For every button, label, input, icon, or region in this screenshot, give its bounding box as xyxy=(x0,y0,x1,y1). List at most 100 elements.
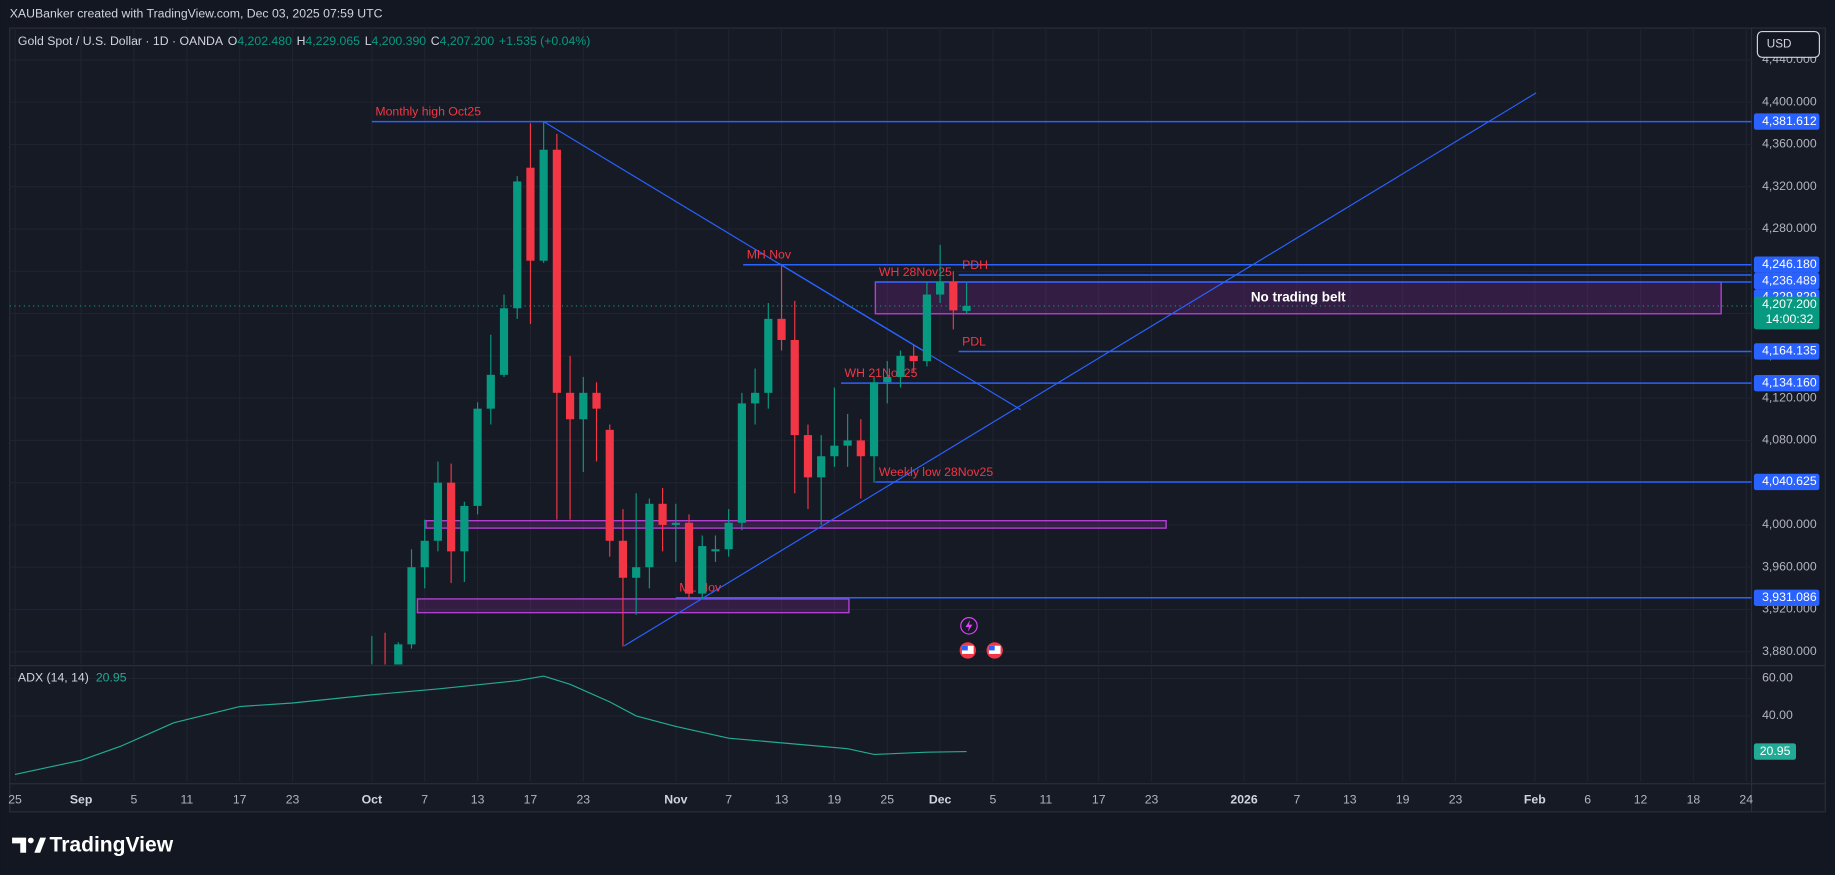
candle-body xyxy=(473,408,482,506)
currency-label[interactable]: USD xyxy=(1767,38,1792,51)
candle-body xyxy=(843,440,852,446)
candle-body xyxy=(407,567,416,645)
ohlc-key: O xyxy=(228,34,238,48)
trendline xyxy=(778,262,925,352)
candle-body xyxy=(618,540,628,578)
candle-body xyxy=(856,440,865,457)
candle-body xyxy=(803,435,813,478)
x-tick-label: 17 xyxy=(524,792,538,806)
adx-tag-label: 20.95 xyxy=(1760,744,1791,758)
candle-body xyxy=(764,318,773,393)
candle-body xyxy=(790,339,799,436)
candle-body xyxy=(552,149,561,393)
brand-logo: TradingView xyxy=(12,833,174,856)
candle-body xyxy=(751,392,760,404)
adx-tick-label: 60.00 xyxy=(1762,671,1793,685)
y-tick-label: 4,120.000 xyxy=(1762,390,1817,404)
logo-mark xyxy=(12,837,27,853)
level-tag-label: 4,236.489 xyxy=(1762,273,1817,287)
candle-body xyxy=(394,644,403,665)
level-tag xyxy=(1753,113,1820,130)
x-tick-label: 13 xyxy=(775,792,789,806)
level-tag xyxy=(1753,589,1820,606)
candle-body xyxy=(909,355,918,362)
level-tag xyxy=(1753,256,1820,273)
logo-mark xyxy=(27,837,34,844)
x-tick-label: 11 xyxy=(1039,792,1052,806)
candle-body xyxy=(526,167,535,261)
zone xyxy=(416,598,850,614)
level-name: PDL xyxy=(962,334,986,348)
x-tick-label: 6 xyxy=(1584,792,1591,806)
x-tick-label: 11 xyxy=(180,792,193,806)
x-tick-label: 2026 xyxy=(1230,792,1257,806)
y-tick-label: 4,400.000 xyxy=(1762,94,1817,108)
candle-body xyxy=(936,281,945,295)
x-tick-label: Nov xyxy=(664,792,687,806)
candle-body xyxy=(830,445,839,457)
flag xyxy=(988,645,995,651)
caption: XAUBanker created with TradingView.com, … xyxy=(10,6,383,20)
countdown: 14:00:32 xyxy=(1766,312,1814,326)
x-tick-label: 25 xyxy=(880,792,894,806)
x-tick-label: 13 xyxy=(471,792,485,806)
candle-body xyxy=(737,403,746,523)
x-tick-label: 5 xyxy=(131,792,138,806)
trendline xyxy=(623,92,1537,647)
candle-body xyxy=(513,181,522,309)
level-name: Weekly low 28Nov25 xyxy=(879,465,993,479)
brand-name: TradingView xyxy=(50,833,174,856)
x-tick-label: 19 xyxy=(1396,792,1410,806)
candle-body xyxy=(671,522,680,525)
level-tag-label: 4,164.135 xyxy=(1762,344,1817,358)
y-tick-label: 4,080.000 xyxy=(1762,433,1817,447)
candle-body xyxy=(539,149,548,261)
event-icons xyxy=(959,617,1003,659)
zone xyxy=(425,519,1167,529)
candle-body xyxy=(711,549,720,552)
level-tag-label: 4,040.625 xyxy=(1762,474,1817,488)
adx-name: ADX (14, 14) xyxy=(18,671,89,685)
adx-line xyxy=(14,675,967,775)
candle-body xyxy=(724,522,733,550)
ohlc-key: H xyxy=(297,34,306,48)
currency-button[interactable] xyxy=(1756,30,1820,58)
candle-body xyxy=(645,503,654,568)
candle-body xyxy=(433,482,443,541)
x-tick-label: 5 xyxy=(990,792,997,806)
level-tag xyxy=(1753,473,1820,491)
x-tick-label: 23 xyxy=(286,792,300,806)
lightning xyxy=(965,619,973,632)
zone-label: No trading belt xyxy=(1251,289,1346,304)
level-name: WH 21Nov25 xyxy=(845,366,918,380)
level-tag-label: 4,381.612 xyxy=(1762,114,1817,128)
candle-body xyxy=(605,429,614,541)
x-tick-label: 13 xyxy=(1343,792,1357,806)
y-tick-label: 4,360.000 xyxy=(1762,137,1817,151)
candle-body xyxy=(896,355,905,377)
candle-body xyxy=(883,376,892,383)
candle-body xyxy=(499,308,509,375)
candle-body xyxy=(684,522,694,594)
x-tick-label: 17 xyxy=(233,792,247,806)
x-tick-label: Dec xyxy=(929,792,952,806)
candle-body xyxy=(869,382,879,457)
adx-tag xyxy=(1753,743,1797,760)
x-tick-label: 24 xyxy=(1739,792,1753,806)
candle-body xyxy=(565,392,575,420)
x-tick-label: 19 xyxy=(828,792,842,806)
candle-body xyxy=(486,374,495,409)
x-tick-label: 18 xyxy=(1687,792,1701,806)
candle-body xyxy=(698,546,707,594)
candle-body xyxy=(949,281,958,311)
level-name: MH Nov xyxy=(747,248,792,262)
x-tick-label: 7 xyxy=(421,792,428,806)
y-tick-label: 3,960.000 xyxy=(1762,559,1817,573)
x-tick-label: Oct xyxy=(362,792,382,806)
change: +1.535 (+0.04%) xyxy=(499,34,590,48)
level-name: WH 28Nov25 xyxy=(879,265,952,279)
x-tick-label: 7 xyxy=(1294,792,1301,806)
ohlc-value: 4,200.390 xyxy=(372,34,427,48)
ohlc-value: 4,207.200 xyxy=(440,34,495,48)
legend: Gold Spot / U.S. Dollar · 1D · OANDA O4,2… xyxy=(18,34,590,48)
